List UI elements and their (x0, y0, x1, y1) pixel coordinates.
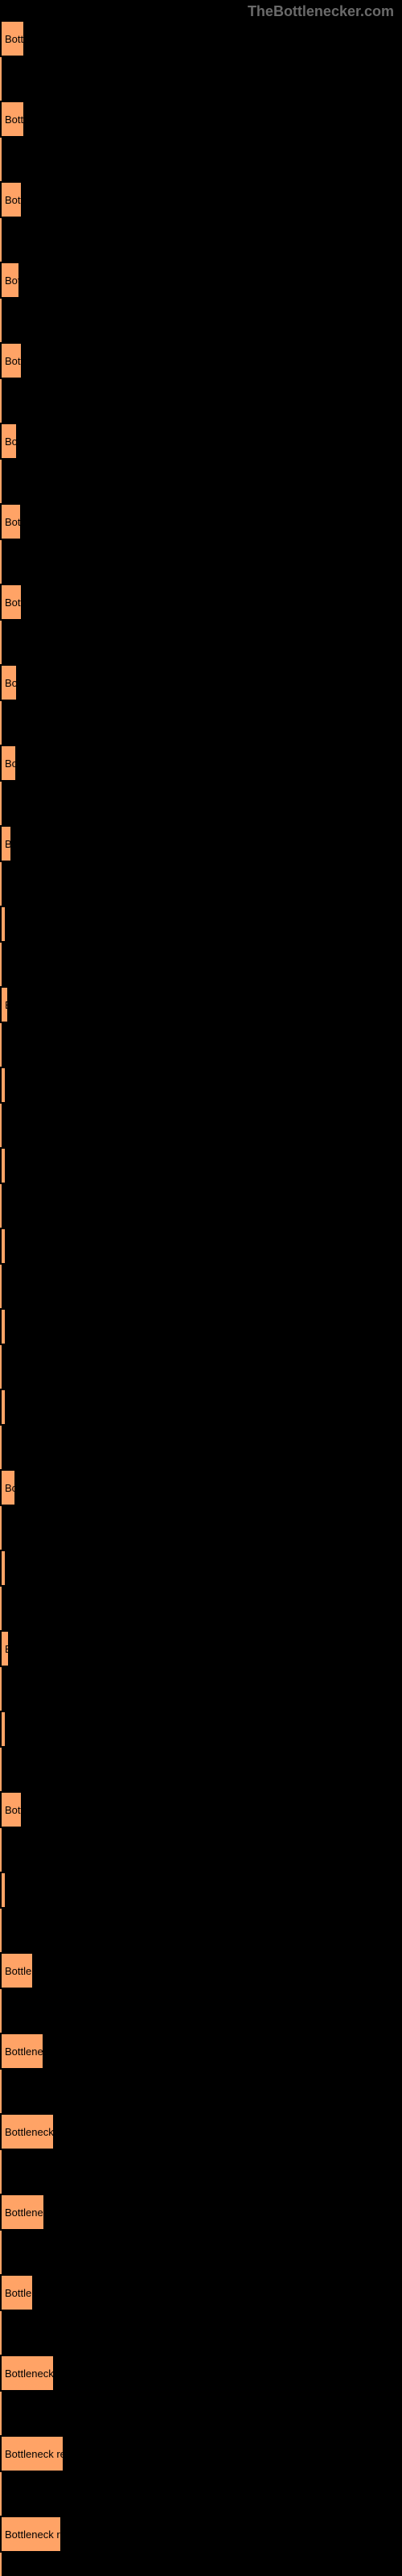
chart-bar: Bottlen (0, 2274, 34, 2311)
chart-bar: Bottl (0, 20, 25, 57)
chart-bar: Bo (0, 664, 18, 701)
chart-bar: Bott (0, 181, 23, 218)
y-axis (0, 20, 2, 2576)
bar-label: Bo (5, 1482, 16, 1494)
chart-row: Bo (0, 1469, 402, 1506)
chart-row: Bottleneck res (0, 2435, 402, 2472)
bar-label: Bo (5, 677, 18, 689)
bar-label: Bottl (5, 114, 25, 126)
chart-row (0, 1389, 402, 1426)
chart-bar: Bott (0, 584, 23, 621)
chart-bar (0, 1228, 6, 1265)
chart-row: Bott (0, 584, 402, 621)
chart-row: Bo (0, 745, 402, 782)
chart-row (0, 906, 402, 943)
bar-label: Bott (5, 516, 22, 528)
chart-bar: Bo (0, 745, 17, 782)
chart-row: Bottleneck (0, 2033, 402, 2070)
bar-label: Bot (5, 275, 20, 287)
chart-bar: Bo (0, 1469, 16, 1506)
chart-row: Bottleneck (0, 2194, 402, 2231)
chart-bar (0, 1872, 6, 1909)
bar-label: Bottl (5, 33, 25, 45)
chart-row (0, 1308, 402, 1345)
chart-row: Bott (0, 342, 402, 379)
chart-bar: Bottleneck r (0, 2355, 55, 2392)
chart-bar: B (0, 1630, 10, 1667)
chart-row: Bot (0, 262, 402, 299)
bar-label: Bottleneck re (5, 2529, 62, 2541)
bar-label: Bottleneck (5, 2207, 45, 2219)
chart-bar: Bott (0, 503, 22, 540)
chart-row: Bottleneck r (0, 2355, 402, 2392)
chart-bar: Bott (0, 342, 23, 379)
chart-row (0, 1550, 402, 1587)
chart-row: Bott (0, 503, 402, 540)
chart-bar: Bottleneck re (0, 2516, 62, 2553)
chart-row: Bott (0, 1791, 402, 1828)
chart-bar: Bot (0, 262, 20, 299)
chart-row (0, 1872, 402, 1909)
bar-label: Bott (5, 355, 23, 367)
chart-row: Bottlen (0, 2274, 402, 2311)
bar-label: Bottleneck res (5, 2448, 64, 2460)
bar-label: Bottleneck (5, 2046, 44, 2058)
chart-bar: Bottleneck (0, 2033, 44, 2070)
chart-row: Bott (0, 181, 402, 218)
chart-bar: Bo (0, 423, 18, 460)
chart-bar: Bottleneck r (0, 2113, 55, 2150)
chart-bar (0, 1711, 6, 1748)
chart-row: Bottleneck r (0, 2113, 402, 2150)
chart-row: B (0, 825, 402, 862)
chart-bar (0, 1550, 6, 1587)
chart-bar (0, 1147, 6, 1184)
bar-label: Bottleneck r (5, 2368, 55, 2380)
site-header: TheBottlenecker.com (0, 0, 402, 20)
bar-label: Bott (5, 1804, 23, 1816)
chart-bar: Bottlen (0, 1952, 34, 1989)
bar-label: Bo (5, 436, 18, 448)
bar-label: Bottlen (5, 2287, 34, 2299)
chart-bar (0, 1308, 6, 1345)
chart-row (0, 1067, 402, 1104)
chart-row: B (0, 1630, 402, 1667)
bottleneck-chart: Bottl Bottl Bott Bot Bott Bo Bott Bott Bo Bo B B Bo B… (0, 20, 402, 2576)
chart-row: Bottl (0, 101, 402, 138)
chart-row (0, 1147, 402, 1184)
chart-bar: Bottleneck (0, 2194, 45, 2231)
chart-bar: B (0, 825, 12, 862)
chart-row: Bo (0, 664, 402, 701)
bar-label: Bott (5, 597, 23, 609)
chart-row: Bo (0, 423, 402, 460)
chart-bar: Bott (0, 1791, 23, 1828)
chart-bar (0, 906, 6, 943)
bar-label: Bott (5, 194, 23, 206)
chart-bar (0, 1389, 6, 1426)
chart-row (0, 1228, 402, 1265)
chart-row: B (0, 986, 402, 1023)
chart-bar: Bottleneck res (0, 2435, 64, 2472)
chart-bar: B (0, 986, 9, 1023)
chart-row: Bottleneck re (0, 2516, 402, 2553)
bar-label: B (5, 1643, 10, 1655)
chart-bar (0, 1067, 6, 1104)
bar-label: B (5, 838, 12, 850)
chart-row (0, 1711, 402, 1748)
chart-row: Bottlen (0, 1952, 402, 1989)
bar-label: B (5, 999, 9, 1011)
bar-label: Bo (5, 758, 17, 770)
chart-row: Bottl (0, 20, 402, 57)
chart-bar: Bottl (0, 101, 25, 138)
bar-label: Bottlen (5, 1965, 34, 1977)
bar-label: Bottleneck r (5, 2126, 55, 2138)
